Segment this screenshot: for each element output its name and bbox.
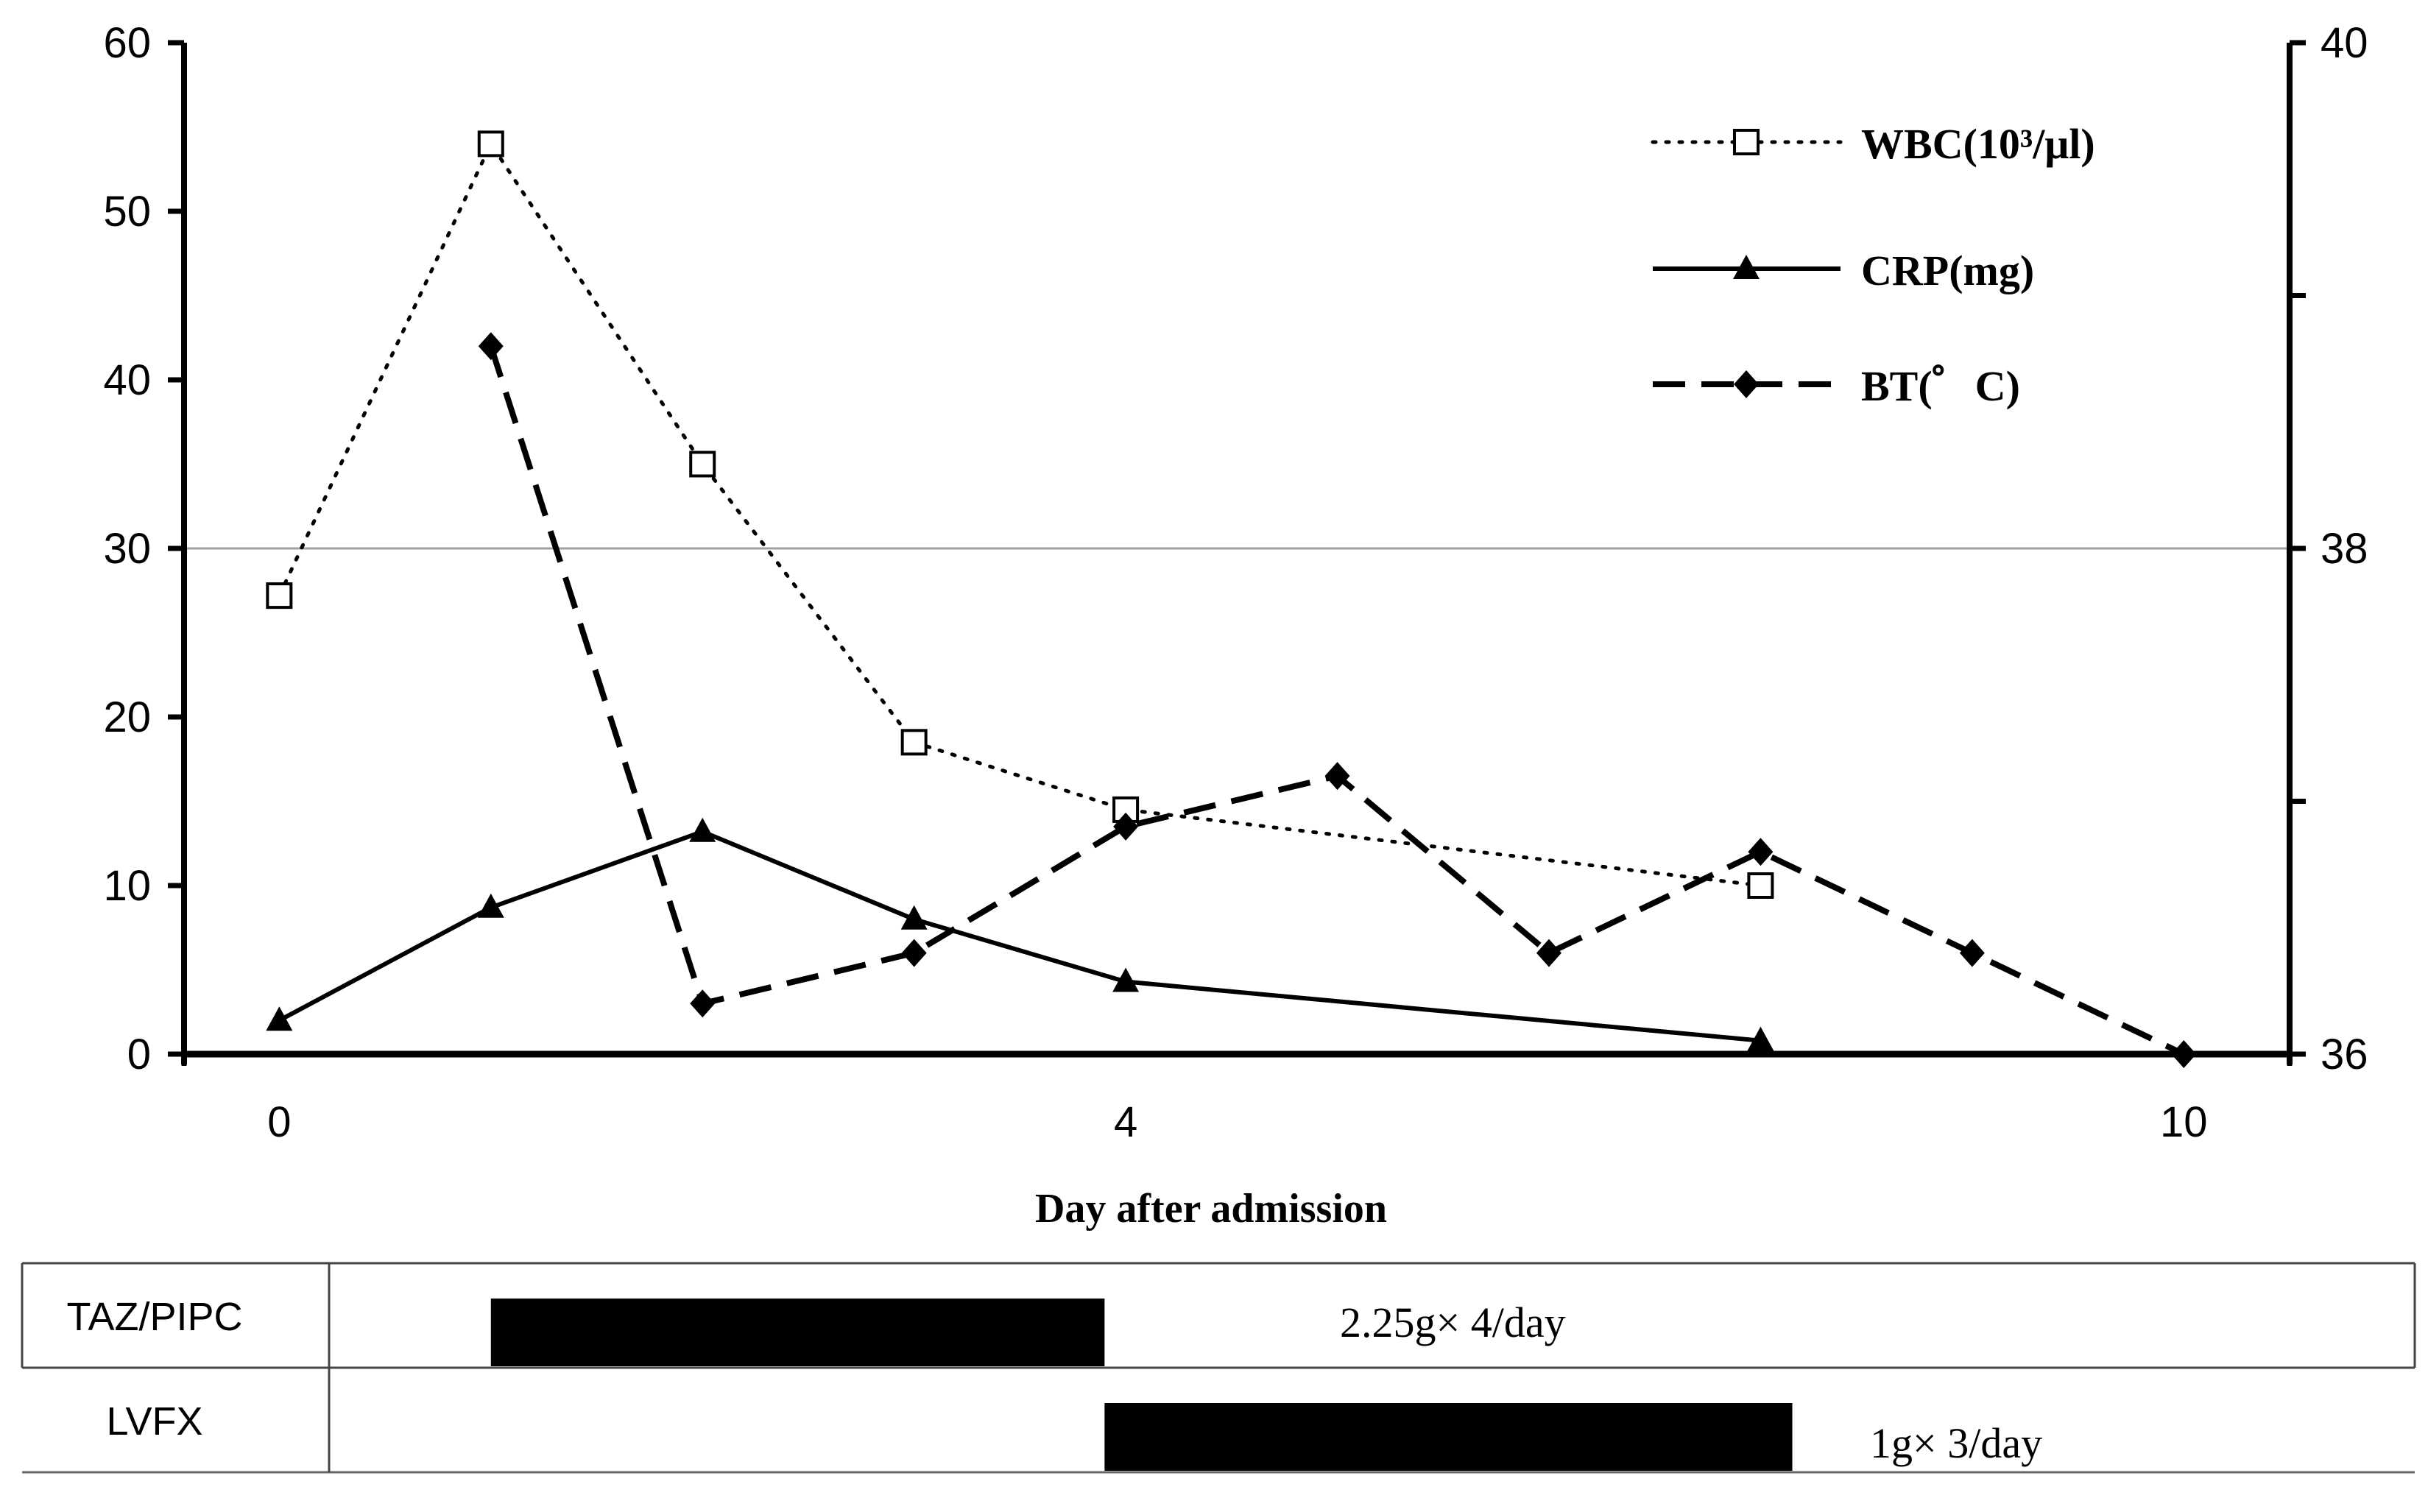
tick-labels: 0 10 20 30 40 50 60 36 38 40 0 4 10 bbox=[103, 19, 2368, 1146]
legend-marker bbox=[1734, 370, 1759, 398]
axes bbox=[168, 40, 2306, 1066]
series-0-point bbox=[900, 729, 928, 756]
series-1-point bbox=[1747, 1026, 1774, 1051]
treatment-drug-label: LVFX bbox=[106, 1399, 202, 1444]
legend-label: WBC(10³/μl) bbox=[1861, 120, 2095, 168]
series-markers bbox=[266, 130, 2197, 1068]
legend-label: CRP(mg) bbox=[1861, 247, 2034, 294]
x-axis-label: Day after admission bbox=[1035, 1186, 1387, 1232]
series-2-point bbox=[690, 989, 716, 1018]
left-tick-label: 50 bbox=[103, 188, 151, 236]
series-2-point bbox=[478, 332, 504, 361]
legend-label: BT(゜C) bbox=[1861, 362, 2020, 410]
left-tick-label: 10 bbox=[103, 862, 151, 910]
legend: WBC(10³/μl) CRP(mg) BT(゜C) bbox=[1651, 120, 2095, 410]
series-2-point bbox=[1959, 939, 1985, 967]
series-1-point bbox=[266, 1006, 293, 1031]
series-0-point bbox=[1747, 872, 1774, 899]
legend-marker bbox=[1733, 129, 1760, 155]
x-tick-label: 4 bbox=[1114, 1098, 1137, 1146]
series-line-2 bbox=[487, 345, 2186, 1057]
left-tick-label: 60 bbox=[103, 19, 151, 67]
series-2-point bbox=[901, 939, 927, 967]
series-2-point bbox=[1536, 939, 1561, 967]
x-tick-label: 10 bbox=[2160, 1098, 2208, 1146]
left-tick-label: 20 bbox=[103, 693, 151, 741]
left-tick-label: 40 bbox=[103, 356, 151, 404]
series-line-1 bbox=[278, 829, 1761, 1043]
series-0-point bbox=[266, 582, 293, 610]
series-1-point bbox=[477, 893, 504, 918]
treatment-bar bbox=[490, 1299, 1105, 1366]
left-tick-label: 30 bbox=[103, 525, 151, 573]
series-0-point bbox=[689, 451, 716, 478]
right-tick-label: 36 bbox=[2321, 1031, 2368, 1078]
right-tick-label: 40 bbox=[2321, 19, 2368, 67]
series-1-point bbox=[689, 817, 716, 842]
series-2-point bbox=[1113, 812, 1139, 841]
series-2-point bbox=[1748, 838, 1774, 866]
series-1-point bbox=[1112, 967, 1140, 992]
right-tick-label: 38 bbox=[2321, 525, 2368, 573]
treatment-table: TAZ/PIPC 2.25g× 4/day LVFX 1g× 3/day bbox=[21, 1262, 2416, 1474]
treatment-dose-label: 2.25g× 4/day bbox=[1340, 1299, 1566, 1346]
treatment-bar bbox=[1104, 1403, 1793, 1471]
legend-marker bbox=[1733, 255, 1760, 279]
series-1-point bbox=[900, 905, 928, 930]
treatment-drug-label: TAZ/PIPC bbox=[66, 1295, 242, 1339]
series-2-point bbox=[2171, 1040, 2197, 1068]
series-line-0 bbox=[277, 141, 1762, 888]
series-2-point bbox=[1324, 762, 1350, 791]
left-tick-label: 0 bbox=[127, 1031, 151, 1078]
x-tick-label: 0 bbox=[267, 1098, 291, 1146]
treatment-dose-label: 1g× 3/day bbox=[1870, 1419, 2042, 1467]
series-0-point bbox=[477, 130, 504, 158]
